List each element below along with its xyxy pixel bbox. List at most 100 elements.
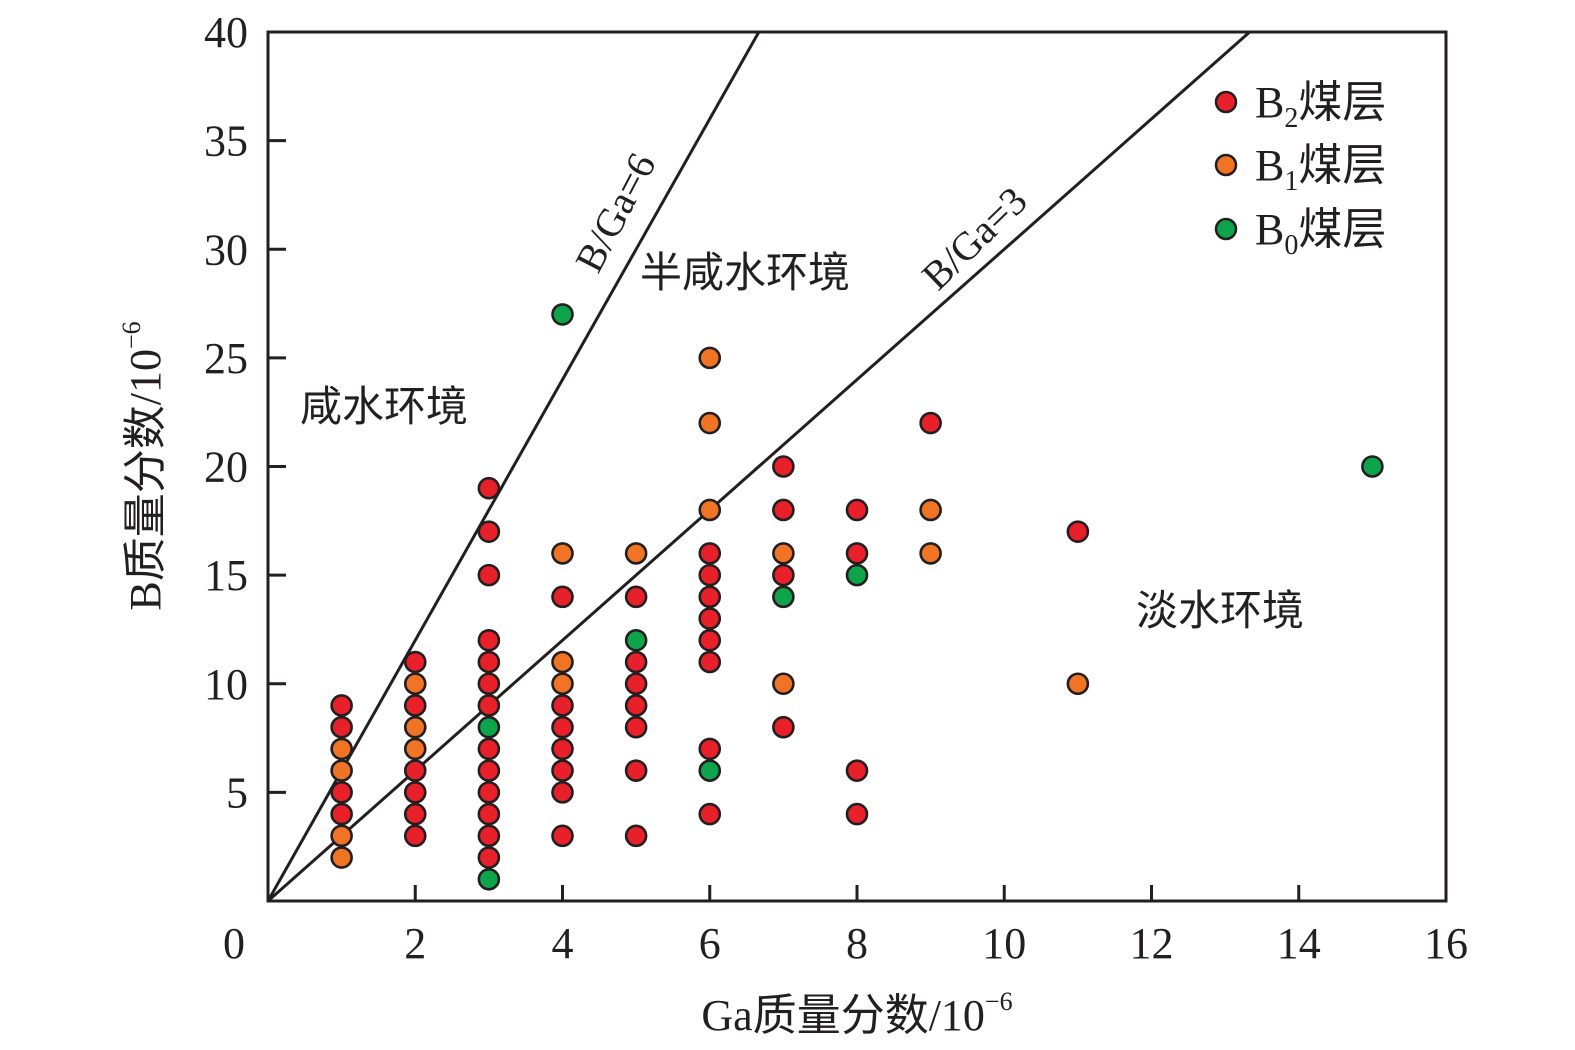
- data-point-series-0: [477, 520, 501, 543]
- origin-label: 0: [223, 919, 245, 968]
- data-point-series-0: [477, 672, 501, 696]
- data-point-series-0: [845, 802, 869, 826]
- legend-label-b2: B2煤层: [1255, 78, 1386, 134]
- data-point-series-0: [624, 672, 648, 696]
- data-point-series-0: [477, 628, 501, 652]
- y-tick-label: 25: [204, 334, 248, 383]
- x-tick-label: 14: [1277, 919, 1321, 968]
- data-point-series-0: [403, 781, 427, 804]
- data-point-series-1: [403, 672, 427, 696]
- y-axis-title: B质量分数/10−6: [117, 321, 170, 610]
- data-point-series-0: [477, 846, 501, 869]
- y-tick-label: 40: [204, 8, 248, 57]
- data-point-series-0: [698, 628, 722, 652]
- data-point-series-0: [477, 476, 501, 500]
- data-point-series-0: [845, 498, 869, 522]
- x-tick-label: 16: [1424, 919, 1468, 968]
- x-tick-label: 4: [552, 919, 574, 968]
- data-point-series-0: [477, 737, 501, 761]
- axis-ticks: 2 4 6 8 10 12 14 16 5 10 15 20 25 30 35 40: [204, 8, 1468, 968]
- data-point-series-1: [698, 498, 722, 522]
- data-point-series-2: [477, 867, 501, 891]
- x-tick-label: 8: [846, 919, 868, 968]
- legend-marker-b1: [1214, 153, 1238, 177]
- x-tick-label: 6: [699, 919, 721, 968]
- data-point-series-0: [698, 563, 722, 587]
- data-point-series-0: [477, 759, 501, 782]
- y-tick-label: 10: [204, 660, 248, 709]
- data-point-series-1: [403, 737, 427, 761]
- data-point-series-0: [403, 802, 427, 826]
- data-point-series-1: [919, 542, 942, 565]
- data-point-series-0: [477, 824, 501, 848]
- data-point-series-1: [624, 542, 648, 565]
- y-tick-label: 20: [204, 443, 248, 492]
- data-point-series-0: [477, 802, 501, 826]
- data-point-series-0: [551, 715, 574, 739]
- data-point-series-1: [330, 824, 353, 848]
- legend-label-b0: B0煤层: [1255, 205, 1386, 261]
- legend-marker-b2: [1214, 90, 1238, 114]
- y-tick-label: 30: [204, 225, 248, 274]
- data-point-series-0: [624, 715, 648, 739]
- data-point-series-0: [330, 802, 353, 826]
- data-point-series-2: [551, 303, 574, 326]
- data-point-series-0: [551, 759, 574, 782]
- data-point-series-1: [698, 411, 722, 435]
- annotation-fresh: 淡水环境: [1136, 588, 1304, 635]
- data-point-series-0: [551, 824, 574, 848]
- legend-item-b2: B2煤层: [1214, 78, 1386, 134]
- reference-line: [268, 32, 1251, 901]
- data-point-series-1: [772, 542, 795, 565]
- data-point-series-2: [772, 585, 795, 609]
- data-point-series-0: [330, 694, 353, 717]
- data-point-series-0: [845, 759, 869, 782]
- data-point-series-0: [551, 781, 574, 804]
- y-tick-label: 15: [204, 551, 248, 600]
- x-axis-title: Ga质量分数/10−6: [701, 987, 1012, 1040]
- data-point-series-0: [477, 650, 501, 674]
- legend-marker-b0: [1214, 217, 1238, 241]
- data-point-series-0: [624, 759, 648, 782]
- y-tick-label: 5: [226, 768, 248, 817]
- legend: B2煤层 B1煤层 B0煤层: [1214, 78, 1386, 261]
- data-point-series-1: [551, 650, 574, 674]
- data-point-series-2: [477, 715, 501, 739]
- data-point-series-0: [698, 802, 722, 826]
- data-point-series-0: [477, 694, 501, 717]
- data-point-series-0: [624, 650, 648, 674]
- data-point-series-0: [551, 585, 574, 609]
- data-point-series-0: [698, 650, 722, 674]
- data-point-series-0: [330, 715, 353, 739]
- data-point-series-2: [1361, 455, 1384, 478]
- data-point-series-2: [698, 759, 722, 782]
- data-point-series-1: [330, 846, 353, 869]
- data-point-series-0: [330, 781, 353, 804]
- data-point-series-1: [698, 346, 722, 370]
- data-point-series-0: [698, 585, 722, 609]
- annotation-brackish: 半咸水环境: [640, 250, 850, 297]
- data-point-series-1: [551, 542, 574, 565]
- data-point-series-1: [403, 715, 427, 739]
- data-point-series-0: [551, 694, 574, 717]
- x-tick-label: 2: [404, 919, 426, 968]
- data-point-series-1: [551, 672, 574, 696]
- data-point-series-0: [698, 737, 722, 761]
- x-tick-label: 12: [1130, 919, 1174, 968]
- data-point-series-2: [624, 628, 648, 652]
- data-point-series-0: [477, 781, 501, 804]
- data-points: [330, 303, 1384, 891]
- data-point-series-0: [403, 759, 427, 782]
- data-point-series-0: [624, 824, 648, 848]
- data-point-series-1: [1066, 672, 1090, 696]
- data-point-series-1: [919, 498, 942, 522]
- x-tick-label: 10: [982, 919, 1026, 968]
- data-point-series-0: [551, 737, 574, 761]
- data-point-series-0: [772, 715, 795, 739]
- data-point-series-1: [330, 759, 353, 782]
- data-point-series-2: [845, 563, 869, 587]
- data-point-series-0: [403, 824, 427, 848]
- data-point-series-1: [330, 737, 353, 761]
- data-point-series-0: [772, 455, 795, 478]
